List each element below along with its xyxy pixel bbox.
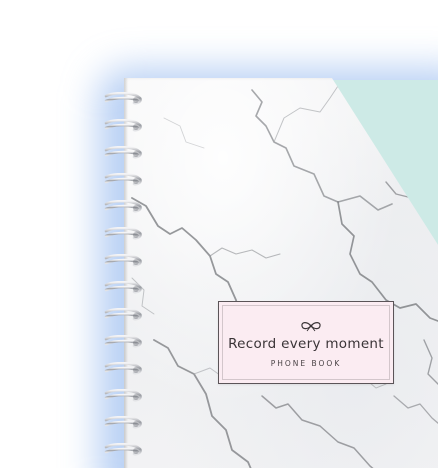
spiral-binding [104,92,146,468]
spiral-coil [104,308,142,321]
spiral-coil [104,335,142,348]
spiral-coil [104,443,142,456]
bow-icon [301,322,321,332]
spiral-coil [104,389,142,402]
spiral-coil [104,362,142,375]
spiral-coil [104,416,142,429]
spiral-coil [104,92,142,105]
spiral-coil [104,173,142,186]
cover-edge-shadow [124,78,128,468]
spiral-coil [104,281,142,294]
cover-label: Record every moment PHONE BOOK [218,301,394,384]
spiral-coil [104,146,142,159]
spiral-coil [104,119,142,132]
notebook-title: Record every moment [228,336,384,352]
spiral-coil [104,227,142,240]
spiral-coil [104,200,142,213]
notebook-subtitle: PHONE BOOK [270,359,342,368]
label-inner-frame: Record every moment PHONE BOOK [222,305,390,380]
spiral-coil [104,254,142,267]
